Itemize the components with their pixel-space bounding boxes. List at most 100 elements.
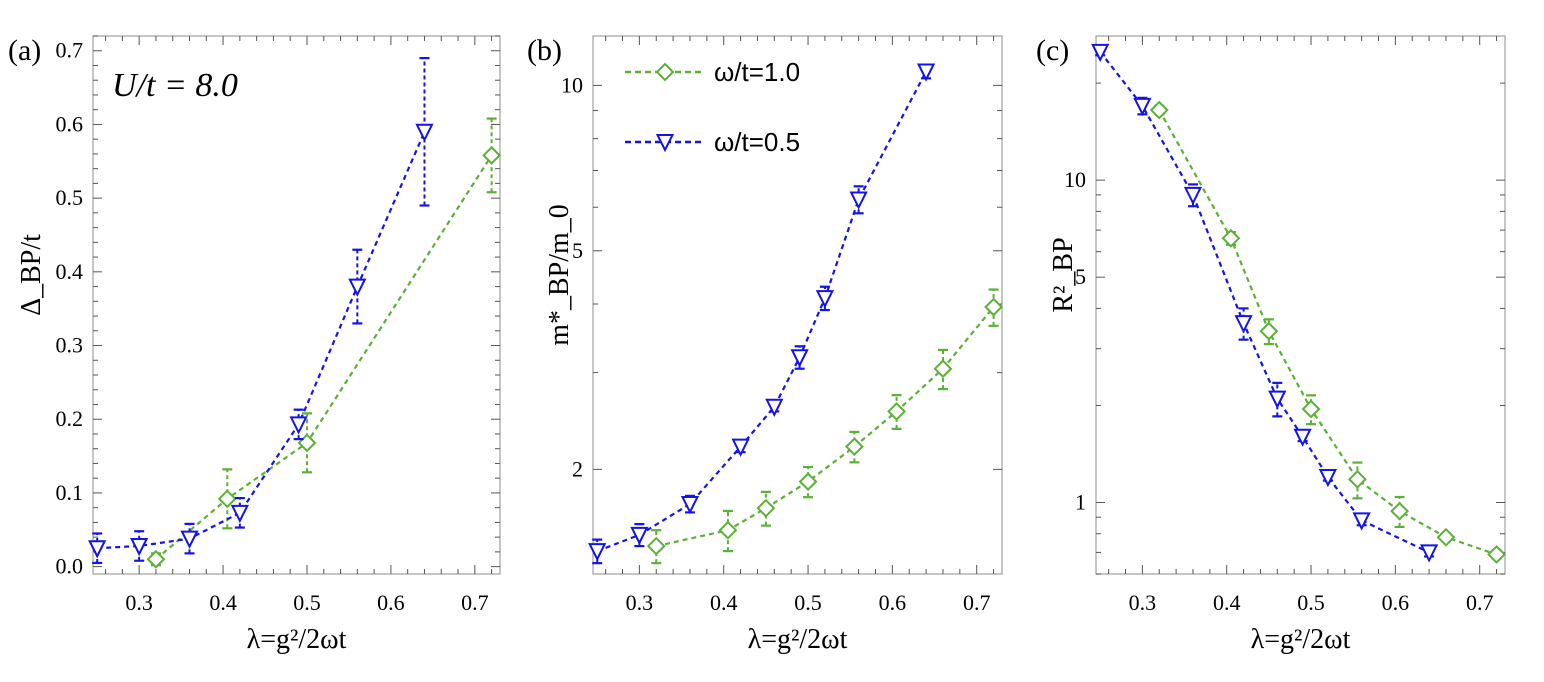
series-line xyxy=(596,70,928,553)
data-point xyxy=(984,297,1003,317)
data-point xyxy=(230,504,249,524)
x-tick-label: 0.7 xyxy=(1466,590,1494,615)
data-point xyxy=(790,349,809,368)
data-point xyxy=(1293,428,1312,447)
x-tick-label: 0.4 xyxy=(1213,590,1241,615)
panel-a: 0.3 0.4 0.5 0.6 0.7 0.0 0.1 0.2 0.3 0.4 0.5 0.6 0.7 λ… xyxy=(8,34,502,655)
y-tick-label: 0.4 xyxy=(56,259,84,284)
data-point xyxy=(1234,315,1253,334)
y-axis-label: Δ_BP/t xyxy=(16,234,47,316)
data-point xyxy=(1436,527,1456,547)
data-point xyxy=(798,472,818,492)
x-tick-label: 0.4 xyxy=(710,590,738,615)
y-tick-label: 0.0 xyxy=(56,554,84,579)
series-line xyxy=(155,154,493,561)
legend: ω/t=1.0 ω/t=0.5 xyxy=(625,57,800,157)
data-point xyxy=(1419,544,1439,563)
series-line xyxy=(656,306,995,548)
x-tick-label: 0.4 xyxy=(209,590,237,615)
legend-marker xyxy=(655,134,675,153)
data-point xyxy=(731,438,750,457)
y-axis-label: m*_BP/m_0 xyxy=(544,204,575,346)
y-tick-label: 0.3 xyxy=(56,333,84,358)
data-point xyxy=(756,498,776,518)
x-tick-label: 0.5 xyxy=(1297,590,1325,615)
data-point xyxy=(289,416,308,435)
legend-label: ω/t=1.0 xyxy=(714,57,800,87)
y-tick-label: 0.5 xyxy=(56,185,84,210)
plot-frame xyxy=(92,35,501,575)
legend-marker xyxy=(655,62,675,82)
series-line xyxy=(1099,51,1430,554)
data-point xyxy=(482,145,502,165)
data-point xyxy=(348,278,367,297)
data-point xyxy=(1183,186,1203,206)
x-axis-label: λ=g²/2ωt xyxy=(247,624,347,655)
y-tick-label: 0.2 xyxy=(56,406,84,431)
y-tick-label: 0.6 xyxy=(56,111,84,136)
data-point xyxy=(1352,512,1371,531)
data-point xyxy=(630,526,649,546)
y-tick-label: 5 xyxy=(1075,264,1086,289)
x-tick-label: 0.7 xyxy=(461,590,489,615)
panel-label: (b) xyxy=(527,34,562,67)
legend-label: ω/t=0.5 xyxy=(714,127,800,157)
y-tick-label: 0.7 xyxy=(56,38,84,63)
data-point xyxy=(1487,545,1506,564)
data-point xyxy=(1259,321,1279,341)
series-omega-0-5 xyxy=(88,57,434,565)
x-axis-label: λ=g²/2ωt xyxy=(1251,624,1351,655)
x-tick-label: 0.5 xyxy=(794,590,822,615)
data-point xyxy=(88,540,107,559)
x-axis-label: λ=g²/2ωt xyxy=(748,624,848,655)
data-point xyxy=(887,402,907,421)
data-point xyxy=(146,549,166,569)
data-point xyxy=(297,433,317,453)
series-omega-0-5 xyxy=(1091,43,1439,563)
x-tick-label: 0.3 xyxy=(626,590,654,615)
series-omega-1-0 xyxy=(646,288,1003,565)
data-point xyxy=(933,359,953,379)
data-point xyxy=(1390,501,1410,521)
y-tick-label: 10 xyxy=(561,72,583,97)
data-point xyxy=(1149,100,1169,120)
x-tick-label: 0.6 xyxy=(1382,590,1410,615)
y-tick-label: 10 xyxy=(1064,167,1086,192)
data-point xyxy=(1221,228,1241,248)
plot-frame xyxy=(1095,35,1506,575)
plot-frame xyxy=(592,35,1003,575)
data-point xyxy=(1133,97,1152,117)
series-omega-0-5 xyxy=(588,63,936,565)
x-tick-label: 0.3 xyxy=(125,590,153,615)
data-point xyxy=(180,530,199,549)
panel-label: (c) xyxy=(1036,34,1069,67)
data-point xyxy=(217,489,237,509)
annotation-text: U/t = 8.0 xyxy=(112,67,238,104)
series-line xyxy=(1158,109,1497,556)
panel-b: 0.3 0.4 0.5 0.6 0.7 2 5 10 λ=g²/2ωt (b) m*_BP/m_0 ω… xyxy=(527,34,1003,655)
data-point xyxy=(680,495,700,515)
data-point xyxy=(1091,43,1110,63)
x-tick-label: 0.5 xyxy=(293,590,321,615)
x-tick-label: 0.7 xyxy=(963,590,991,615)
data-point xyxy=(415,123,434,143)
panel-c: 0.3 0.4 0.5 0.6 0.7 1 5 10 λ=g²/2ωt (c) R²_BP xyxy=(1036,34,1506,655)
y-tick-label: 5 xyxy=(572,238,583,263)
data-point xyxy=(916,63,936,82)
data-point xyxy=(588,543,607,562)
data-point xyxy=(130,537,149,557)
data-point xyxy=(1348,469,1367,489)
y-tick-label: 2 xyxy=(572,456,583,481)
data-point xyxy=(1318,468,1338,488)
series-line xyxy=(97,131,426,550)
data-point xyxy=(845,437,864,457)
data-point xyxy=(646,536,666,556)
series-omega-1-0 xyxy=(146,117,502,569)
panel-label: (a) xyxy=(8,34,41,67)
x-tick-label: 0.6 xyxy=(879,590,907,615)
data-point xyxy=(1268,390,1287,409)
data-point xyxy=(849,191,868,210)
data-point xyxy=(765,398,784,418)
x-tick-label: 0.6 xyxy=(377,590,405,615)
